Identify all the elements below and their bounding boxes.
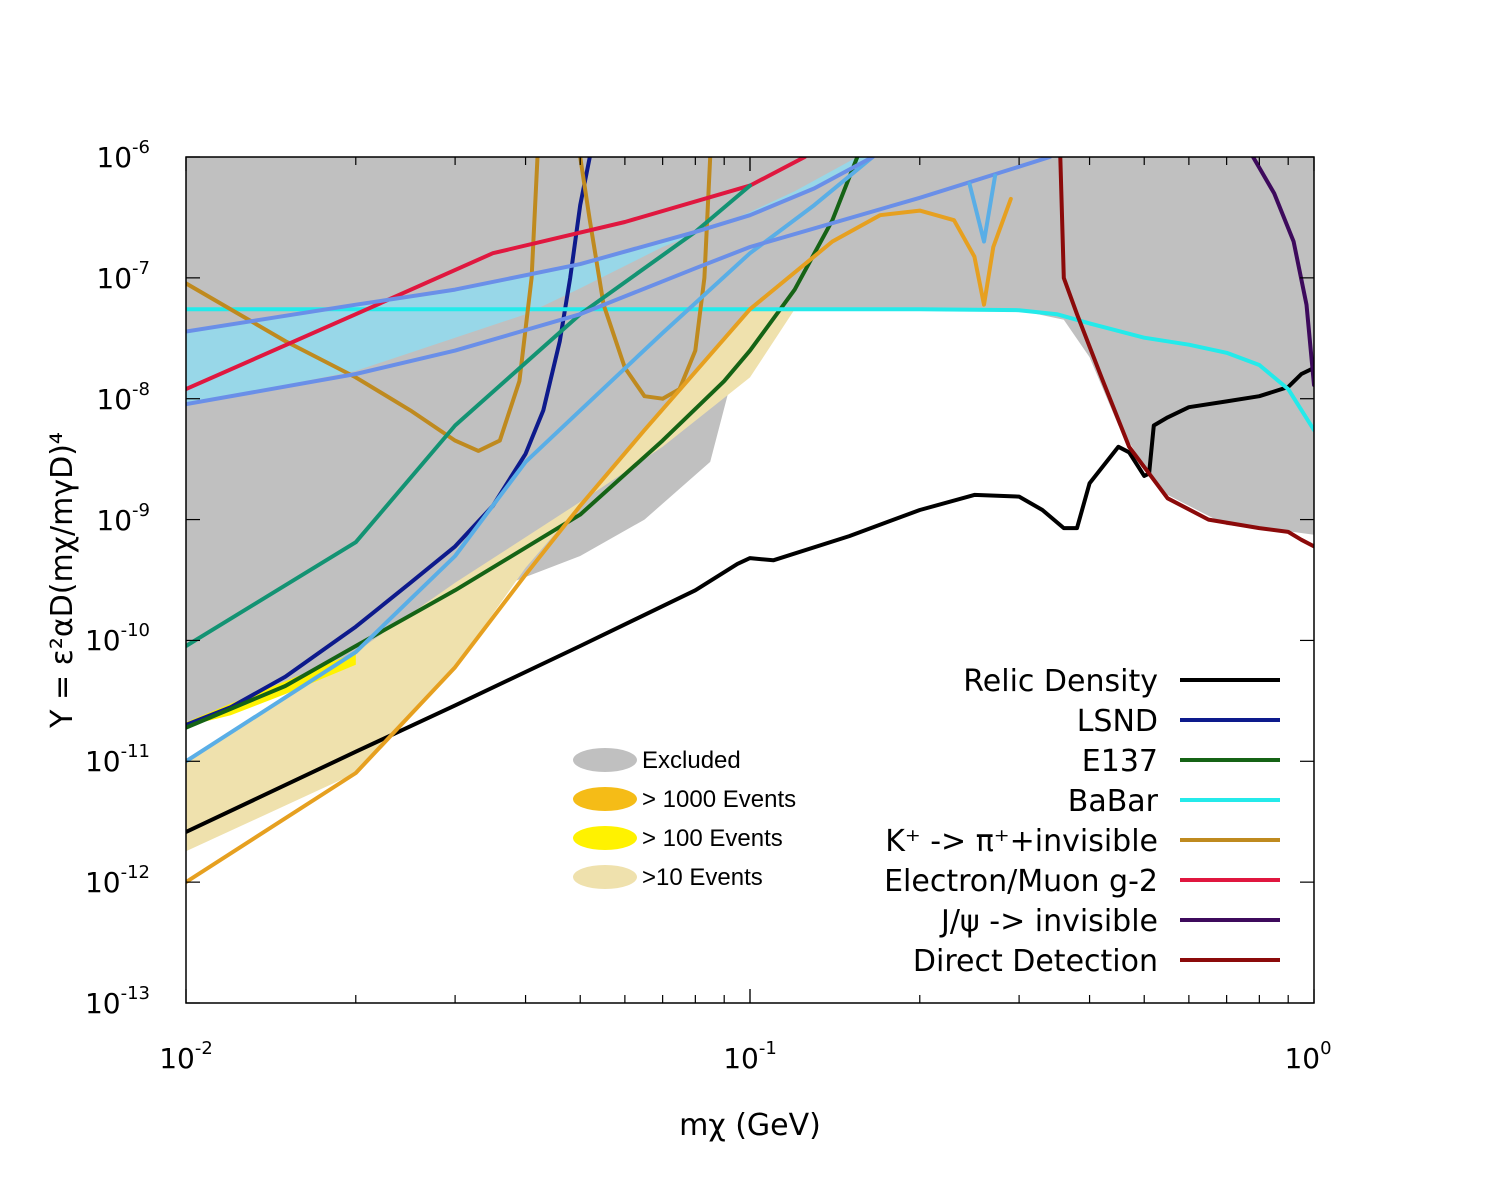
legend-swatch-excluded: [573, 748, 637, 772]
region-10-events: [186, 309, 795, 852]
series-light-blue-line: [186, 157, 875, 764]
series-electron-muon-g-2: [186, 157, 807, 392]
legend-label-1000-events: > 1000 Events: [642, 786, 796, 813]
y-tick-exp: -12: [121, 862, 150, 883]
y-tick-exp: -9: [132, 500, 150, 521]
x-tick-label: 10-1: [723, 1038, 777, 1075]
y-tick-exp: -10: [121, 620, 150, 641]
legend-swatch-1000-events: [573, 787, 637, 811]
series-j-invisible: [1251, 157, 1314, 387]
x-tick-exp: 0: [1320, 1038, 1331, 1059]
series-relic-density: [186, 365, 1314, 834]
x-tick-label: 10-2: [159, 1038, 213, 1075]
line-legend: Relic Density LSND E137 BaBar K⁺ -> π⁺+invis…: [884, 664, 1280, 979]
legend-label-k-invisible: K⁺ -> π⁺+invisible: [885, 824, 1158, 859]
minor-ticks: [185, 156, 1315, 1004]
series-band-upper-edge: [186, 157, 875, 334]
y-tick-exp: -6: [132, 137, 150, 158]
legend-swatch-100-events: [573, 826, 637, 850]
curves: [186, 157, 1314, 885]
y-tick-label: 10-12: [85, 862, 150, 899]
series-direct-detection: [1058, 157, 1314, 549]
x-tick-base: 10: [1284, 1042, 1320, 1075]
y-tick-exp: -7: [132, 258, 150, 279]
series-e137: [186, 157, 860, 730]
fill-legend: Excluded > 1000 Events > 100 Events >10 Eve…: [573, 747, 796, 891]
y-tick-label: 10-11: [85, 741, 150, 778]
series-orange-line: [186, 196, 1013, 885]
y-tick-exp: -11: [121, 741, 150, 762]
x-tick-base: 10: [159, 1042, 195, 1075]
y-tick-labels: 10-13 10-12 10-11 10-10 10-9 10-8 10-7 1…: [85, 137, 150, 1020]
y-tick-label: 10-10: [85, 620, 150, 657]
series-band-lower-edge: [186, 157, 1052, 407]
legend-label-excluded: Excluded: [642, 747, 741, 774]
y-tick-label: 10-9: [96, 500, 150, 537]
y-tick-label: 10-8: [96, 379, 150, 416]
x-tick-label: 100: [1284, 1038, 1331, 1075]
y-tick-base: 10: [96, 141, 132, 174]
legend-swatch-10-events: [573, 865, 637, 889]
y-axis-label: Y = ε²αD(mχ/mγD)⁴: [45, 432, 80, 729]
legend-label-direct-detection: Direct Detection: [913, 944, 1158, 979]
legend-label-babar: BaBar: [1068, 784, 1159, 819]
y-tick-base: 10: [96, 504, 132, 537]
y-tick-base: 10: [85, 745, 121, 778]
series-sky-dip: [967, 173, 998, 244]
y-tick-base: 10: [85, 624, 121, 657]
y-tick-label: 10-6: [96, 137, 150, 174]
x-tick-exp: -2: [195, 1038, 213, 1059]
series-teal-line: [186, 183, 752, 648]
legend-label-relic-density: Relic Density: [963, 664, 1158, 699]
series-k-right-branch: [578, 157, 713, 401]
y-tick-base: 10: [85, 866, 121, 899]
y-tick-base: 10: [96, 262, 132, 295]
y-tick-label: 10-13: [85, 983, 150, 1020]
x-tick-labels: 10-2 10-1 100: [159, 1038, 1331, 1075]
legend-label-lsnd: LSND: [1077, 704, 1158, 739]
x-axis-label: mχ (GeV): [679, 1108, 821, 1143]
legend-label-100-events: > 100 Events: [642, 825, 783, 852]
y-tick-label: 10-7: [96, 258, 150, 295]
legend-label-electron-muon-g-2: Electron/Muon g-2: [884, 864, 1158, 899]
legend-label-e137: E137: [1082, 744, 1158, 779]
legend-label-j-invisible: J/ψ -> invisible: [939, 904, 1158, 939]
y-tick-exp: -13: [121, 983, 150, 1004]
y-tick-base: 10: [85, 987, 121, 1020]
legend-label-10-events: >10 Events: [642, 864, 763, 891]
y-tick-exp: -8: [132, 379, 150, 400]
x-tick-exp: -1: [759, 1038, 777, 1059]
y-tick-base: 10: [96, 383, 132, 416]
x-tick-base: 10: [723, 1042, 759, 1075]
